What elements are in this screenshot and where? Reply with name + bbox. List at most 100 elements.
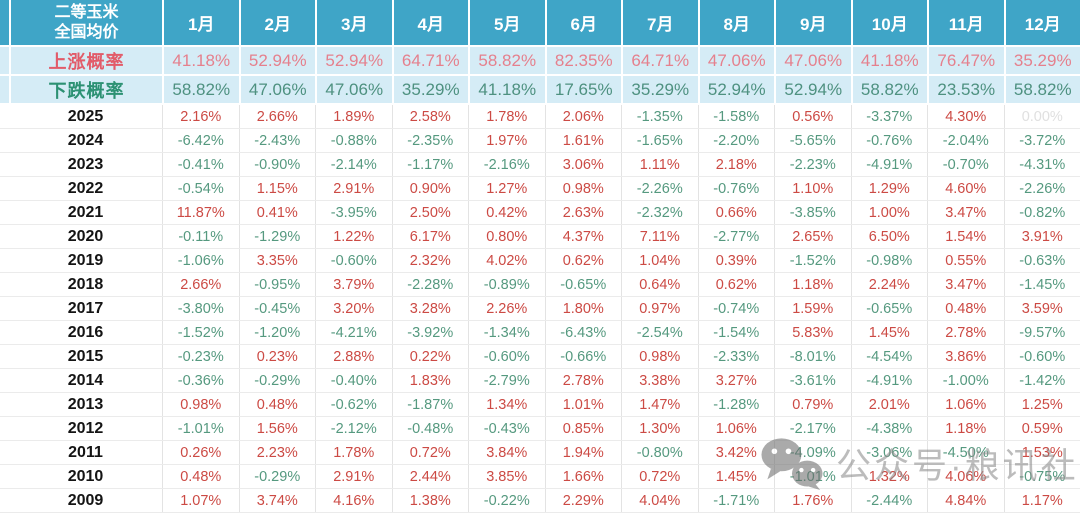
value-cell-2021-m5: 0.42% [468, 201, 545, 224]
value-cell-2014-m2: -0.29% [238, 369, 315, 392]
fall-probability-label: 下跌概率 [9, 76, 162, 103]
value-cell-2010-m7: 0.72% [621, 465, 698, 488]
rise-probability-cell-m12: 35.29% [1003, 47, 1080, 74]
value-cell-2022-m10: 1.29% [850, 177, 927, 200]
value-cell-2011-m11: -4.50% [927, 441, 1004, 464]
value-cell-2024-m1: -6.42% [162, 129, 239, 152]
year-row-rail [0, 369, 9, 392]
year-row-2024: 2024 -6.42% -2.43% -0.88% -2.35% 1.97% 1.61% -1… [0, 129, 1080, 153]
value-cell-2009-m10: -2.44% [850, 489, 927, 512]
value-cell-2015-m10: -4.54% [850, 345, 927, 368]
value-cell-2024-m2: -2.43% [238, 129, 315, 152]
year-label-2023: 2023 [9, 153, 162, 176]
fall-probability-cell-m11: 23.53% [927, 76, 1004, 103]
value-cell-2019-m12: -0.63% [1003, 249, 1080, 272]
value-cell-2024-m8: -2.20% [697, 129, 774, 152]
value-cell-2012-m2: 1.56% [238, 417, 315, 440]
value-cell-2013-m1: 0.98% [162, 393, 239, 416]
value-cell-2014-m3: -0.40% [315, 369, 392, 392]
fall-probability-cell-m3: 47.06% [315, 76, 392, 103]
value-cell-2021-m12: -0.82% [1003, 201, 1080, 224]
month-header-6: 6月 [544, 0, 621, 45]
value-cell-2015-m8: -2.33% [697, 345, 774, 368]
value-cell-2018-m1: 2.66% [162, 273, 239, 296]
value-cell-2009-m7: 4.04% [621, 489, 698, 512]
year-label-2022: 2022 [9, 177, 162, 200]
value-cell-2015-m7: 0.98% [621, 345, 698, 368]
value-cell-2019-m6: 0.62% [544, 249, 621, 272]
value-cell-2014-m7: 3.38% [621, 369, 698, 392]
year-row-2009: 2009 1.07% 3.74% 4.16% 1.38% -0.22% 2.29% 4.04%… [0, 489, 1080, 513]
year-label-2021: 2021 [9, 201, 162, 224]
year-row-rail [0, 297, 9, 320]
corner-header-line2: 全国均价 [54, 23, 119, 41]
value-cell-2010-m6: 1.66% [544, 465, 621, 488]
fall-probability-cell-m4: 35.29% [391, 76, 468, 103]
value-cell-2019-m8: 0.39% [697, 249, 774, 272]
month-header-8: 8月 [697, 0, 774, 45]
year-label-2015: 2015 [9, 345, 162, 368]
value-cell-2017-m11: 0.48% [927, 297, 1004, 320]
value-cell-2022-m6: 0.98% [544, 177, 621, 200]
value-cell-2011-m12: 1.53% [1003, 441, 1080, 464]
year-row-2016: 2016 -1.52% -1.20% -4.21% -3.92% -1.34% -6.43%… [0, 321, 1080, 345]
value-cell-2023-m4: -1.17% [391, 153, 468, 176]
month-header-10: 10月 [850, 0, 927, 45]
value-cell-2011-m6: 1.94% [544, 441, 621, 464]
value-cell-2016-m1: -1.52% [162, 321, 239, 344]
value-cell-2011-m3: 1.78% [315, 441, 392, 464]
value-cell-2010-m3: 2.91% [315, 465, 392, 488]
value-cell-2011-m9: -4.09% [774, 441, 851, 464]
value-cell-2012-m10: -4.38% [850, 417, 927, 440]
value-cell-2010-m11: 4.06% [927, 465, 1004, 488]
value-cell-2024-m6: 1.61% [544, 129, 621, 152]
year-row-rail [0, 153, 9, 176]
year-row-rail [0, 465, 9, 488]
month-header-4: 4月 [391, 0, 468, 45]
value-cell-2023-m6: 3.06% [544, 153, 621, 176]
month-header-1: 1月 [162, 0, 239, 45]
value-cell-2012-m9: -2.17% [774, 417, 851, 440]
value-cell-2018-m5: -0.89% [468, 273, 545, 296]
value-cell-2014-m5: -2.79% [468, 369, 545, 392]
value-cell-2019-m7: 1.04% [621, 249, 698, 272]
year-label-2016: 2016 [9, 321, 162, 344]
value-cell-2012-m11: 1.18% [927, 417, 1004, 440]
value-cell-2018-m11: 3.47% [927, 273, 1004, 296]
rise-probability-label: 上涨概率 [9, 47, 162, 74]
value-cell-2016-m11: 2.78% [927, 321, 1004, 344]
value-cell-2012-m1: -1.01% [162, 417, 239, 440]
value-cell-2019-m11: 0.55% [927, 249, 1004, 272]
value-cell-2012-m7: 1.30% [621, 417, 698, 440]
value-cell-2009-m3: 4.16% [315, 489, 392, 512]
value-cell-2022-m5: 1.27% [468, 177, 545, 200]
value-cell-2016-m2: -1.20% [238, 321, 315, 344]
value-cell-2014-m10: -4.91% [850, 369, 927, 392]
value-cell-2017-m10: -0.65% [850, 297, 927, 320]
value-cell-2010-m2: -0.29% [238, 465, 315, 488]
month-header-9: 9月 [774, 0, 851, 45]
value-cell-2020-m5: 0.80% [468, 225, 545, 248]
value-cell-2015-m4: 0.22% [391, 345, 468, 368]
value-cell-2023-m2: -0.90% [238, 153, 315, 176]
year-row-rail [0, 249, 9, 272]
value-cell-2025-m9: 0.56% [774, 105, 851, 128]
year-label-2013: 2013 [9, 393, 162, 416]
value-cell-2022-m8: -0.76% [697, 177, 774, 200]
value-cell-2021-m1: 11.87% [162, 201, 239, 224]
year-label-2018: 2018 [9, 273, 162, 296]
value-cell-2017-m2: -0.45% [238, 297, 315, 320]
rise-row-rail [0, 47, 9, 74]
value-cell-2018-m6: -0.65% [544, 273, 621, 296]
value-cell-2016-m10: 1.45% [850, 321, 927, 344]
value-cell-2018-m9: 1.18% [774, 273, 851, 296]
value-cell-2016-m6: -6.43% [544, 321, 621, 344]
value-cell-2013-m11: 1.06% [927, 393, 1004, 416]
value-cell-2016-m12: -9.57% [1003, 321, 1080, 344]
value-cell-2009-m8: -1.71% [697, 489, 774, 512]
fall-probability-cell-m8: 52.94% [697, 76, 774, 103]
fall-probability-row: 下跌概率 58.82% 47.06% 47.06% 35.29% 41.18% 17.65… [0, 76, 1080, 103]
value-cell-2025-m6: 2.06% [544, 105, 621, 128]
value-cell-2016-m8: -1.54% [697, 321, 774, 344]
